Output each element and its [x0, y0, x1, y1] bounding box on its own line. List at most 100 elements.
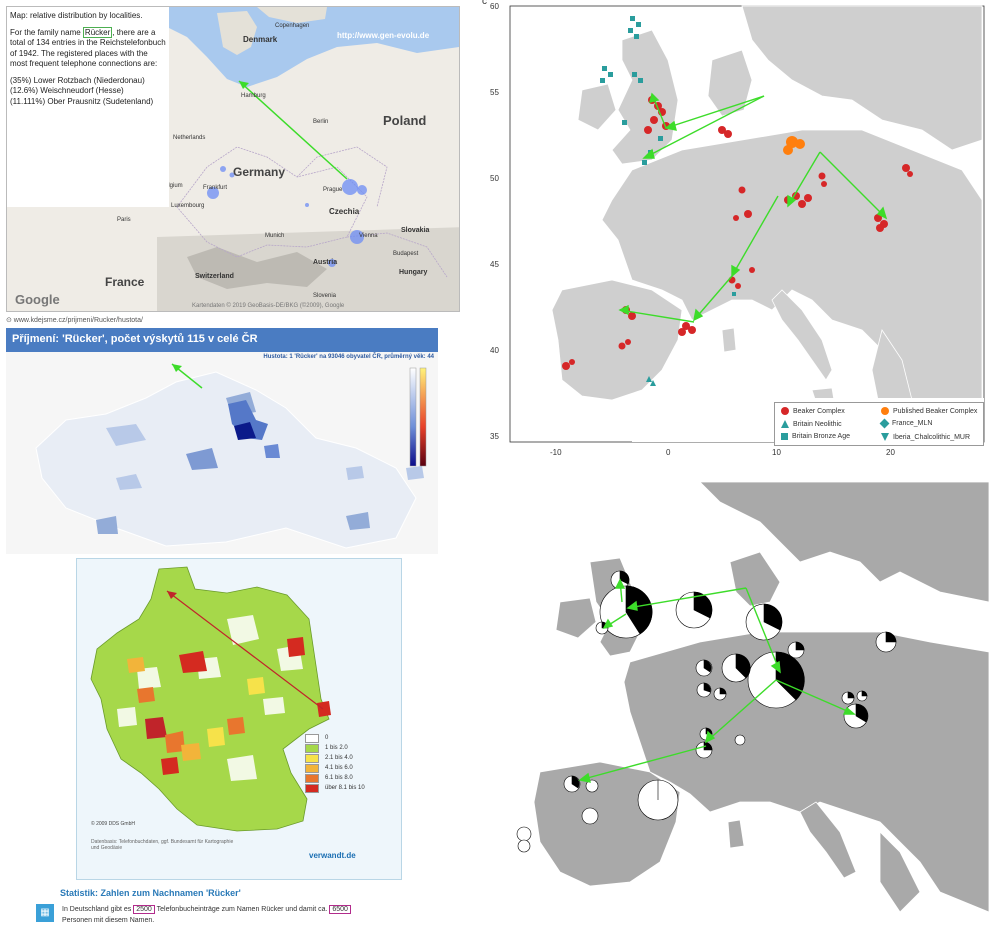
- stat-person-count: 6500: [329, 905, 351, 914]
- migration-arrow: [238, 80, 348, 180]
- y-tick: 55: [490, 88, 499, 97]
- czech-source-url[interactable]: ⊙ www.kdejsme.cz/prijmeni/Rucker/hustota…: [6, 317, 143, 324]
- google-map-canvas: [7, 7, 459, 311]
- map-attribution: Kartendaten © 2019 GeoBasis-DE/BKG (©200…: [192, 303, 345, 309]
- legend-row: 1 bis 2.0: [305, 743, 365, 753]
- place-label-hungary: Hungary: [399, 269, 428, 276]
- legend-item: Iberia_Chalcolithic_MUR: [881, 433, 970, 441]
- beaker-sample-map: c 60 55 50 45 40 35 -10 0 10 20 Beaker C…: [482, 0, 989, 466]
- info-line2-post: , there are a total of 134 entries in th…: [10, 27, 166, 69]
- y-tick: 45: [490, 260, 499, 269]
- legend-row: 6.1 bis 8.0: [305, 773, 365, 783]
- diagonal-arrow: [166, 590, 324, 710]
- info-line2: For the family name Rücker, there are a …: [10, 26, 166, 70]
- place-label-switzerland: Switzerland: [195, 273, 234, 280]
- statistics-icon: ▦: [36, 904, 54, 922]
- legend-swatch: [305, 753, 319, 763]
- statistics-line-2: Personen mit diesem Namen.: [62, 917, 155, 924]
- beaker-legend: Beaker Complex Published Beaker Complex …: [774, 402, 984, 446]
- diamond-marker-icon: [879, 418, 890, 429]
- pie-migration-arrows: [578, 578, 856, 783]
- pie-map-canvas: [500, 482, 989, 934]
- legend-row: 4.1 bis 6.0: [305, 763, 365, 773]
- legend-item: Britain Bronze Age: [781, 433, 850, 440]
- czech-arrow-head: [172, 364, 182, 372]
- zero-regions: [117, 615, 303, 781]
- place-label-vienna: Vienna: [359, 233, 378, 239]
- y-tick: 35: [490, 432, 499, 441]
- statistics-title: Statistik: Zahlen zum Nachnamen 'Rücker': [60, 888, 241, 898]
- triangle-marker-icon: [781, 420, 789, 428]
- borders: [176, 146, 448, 278]
- legend-swatch: [305, 763, 319, 773]
- y-tick: 40: [490, 346, 499, 355]
- info-entry: (12.6%) Weischneudorf (Hesse): [10, 86, 124, 95]
- info-box: Map: relative distribution by localities…: [7, 7, 169, 207]
- place-label-berlin: Berlin: [313, 119, 329, 125]
- legend-label: 6.1 bis 8.0: [325, 775, 353, 781]
- legend-row: über 8.1 bis 10: [305, 783, 365, 793]
- germany-shape: [90, 566, 330, 832]
- legend-label: über 8.1 bis 10: [325, 785, 365, 791]
- legend-item: France_MLN: [879, 418, 932, 429]
- place-label-frankfurt: Frankfurt: [203, 185, 228, 191]
- info-line1: Map: relative distribution by localities…: [10, 11, 143, 20]
- y-tick: 60: [490, 2, 499, 11]
- density-scale-red: [419, 367, 427, 467]
- ancestry-pie-map: a: [500, 482, 989, 934]
- czech-map-subheader: Hustota: 1 'Rücker' na 93046 obyvatel ČR…: [263, 354, 434, 360]
- germany-note: Datenbasis: Telefonbuchdaten, ggf. Bunde…: [91, 839, 234, 851]
- info-entry: (35%) Lower Rotzbach (Niederdonau): [10, 75, 145, 85]
- place-label-belgium: Belgium: [161, 183, 183, 189]
- x-tick: 20: [886, 448, 895, 457]
- statistics-line: In Deutschland gibt es 2500 Telefonbuche…: [62, 905, 351, 914]
- legend-label: 4.1 bis 6.0: [325, 765, 353, 771]
- czech-density-map: Příjmení: 'Rücker', počet výskytů 115 v …: [6, 328, 438, 554]
- source-url[interactable]: http://www.gen-evolu.de: [337, 31, 430, 40]
- info-entry: (11.111%) Ober Prausnitz (Sudetenland): [10, 96, 154, 106]
- legend-swatch: [305, 783, 319, 793]
- densest-region: [234, 422, 256, 440]
- google-distribution-map: Denmark Copenhagen Hamburg Berlin Poland…: [6, 6, 460, 312]
- stat-pre: In Deutschland gibt es: [62, 906, 134, 913]
- triangle-down-marker-icon: [881, 433, 889, 441]
- place-label-copenhagen: Copenhagen: [275, 23, 310, 29]
- place-label-paris: Paris: [117, 217, 131, 223]
- panel-letter-c: c: [482, 0, 487, 7]
- place-label-prague: Prague: [323, 187, 343, 193]
- place-label-austria: Austria: [313, 259, 338, 266]
- info-line2-pre: For the family name: [10, 27, 83, 37]
- legend-label: Iberia_Chalcolithic_MUR: [893, 433, 971, 441]
- legend-item: Britain Neolithic: [781, 420, 842, 428]
- legend-swatch: [305, 733, 319, 743]
- legend-label: Britain Neolithic: [793, 420, 842, 428]
- land-masses: [551, 5, 983, 443]
- x-tick: 0: [666, 448, 671, 457]
- stat-mid: Telefonbucheinträge zum Namen Rücker und…: [154, 906, 330, 913]
- legend-swatch: [305, 773, 319, 783]
- place-label-munich: Munich: [265, 233, 285, 239]
- x-tick: -10: [550, 448, 562, 457]
- legend-label: 2.1 bis 4.0: [325, 755, 353, 761]
- beaker-map-canvas: [509, 5, 985, 443]
- place-label-budapest: Budapest: [393, 251, 419, 257]
- place-label-france: France: [105, 275, 145, 289]
- czech-outline: [35, 371, 417, 549]
- legend-row: 0: [305, 733, 365, 743]
- circle-marker-icon: [881, 407, 889, 415]
- verwandt-logo[interactable]: verwandt.de: [309, 851, 356, 860]
- legend-label: 1 bis 2.0: [325, 745, 348, 751]
- info-surname: Rücker: [82, 26, 113, 38]
- alps-relief: [187, 247, 327, 289]
- place-label-poland: Poland: [383, 113, 427, 128]
- hot-regions: [127, 637, 331, 775]
- y-tick: 50: [490, 174, 499, 183]
- place-label-slovenia: Slovenia: [313, 293, 337, 299]
- place-label-luxembourg: Luxembourg: [171, 203, 205, 209]
- arrow-head: [239, 81, 249, 89]
- migration-arrows: [618, 92, 888, 323]
- sweden-land: [257, 7, 327, 23]
- square-marker-icon: [781, 433, 788, 440]
- distribution-bubbles: [207, 166, 367, 267]
- germany-legend: 0 1 bis 2.0 2.1 bis 4.0 4.1 bis 6.0 6.1 …: [305, 733, 365, 793]
